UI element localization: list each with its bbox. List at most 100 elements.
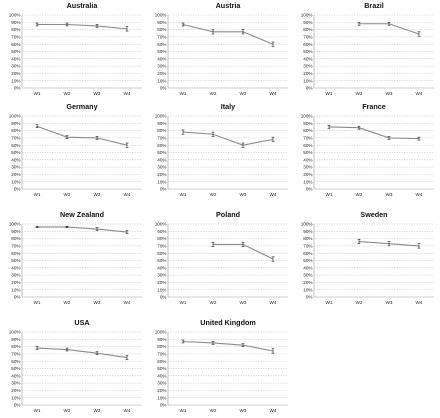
y-tick-label: 40% — [157, 373, 166, 378]
y-tick-label: 80% — [303, 128, 312, 133]
y-tick-label: 100% — [155, 222, 167, 227]
y-tick-label: 70% — [11, 352, 20, 357]
x-tick-label: W4 — [270, 91, 277, 96]
y-tick-label: 70% — [11, 244, 20, 249]
series-line — [182, 131, 274, 146]
x-tick-label: W4 — [124, 300, 131, 305]
chart-svg: Austria 0% 10% 20% 30% 40% 50% 60% 70% 80% 90% 100%… — [155, 1, 288, 96]
data-point — [181, 339, 185, 344]
y-tick-label: 70% — [303, 244, 312, 249]
y-tick-label: 100% — [9, 13, 21, 18]
chart-panel-brazil: Brazil 0% 10% 20% 30% 40% 50% 60% 70% 80% 90% 100% W… — [294, 0, 440, 101]
series-line — [37, 226, 128, 233]
y-tick-label: 50% — [11, 258, 20, 263]
chart-title: Sweden — [360, 210, 387, 219]
y-tick-label: 60% — [157, 143, 166, 148]
data-point — [211, 29, 215, 35]
data-point — [271, 41, 275, 47]
data-point — [357, 22, 361, 26]
y-tick-label: 30% — [11, 273, 20, 278]
y-tick-label: 80% — [11, 344, 20, 349]
chart-title: Brazil — [364, 1, 384, 10]
y-tick-label: 100% — [155, 13, 167, 18]
y-tick-label: 70% — [157, 35, 166, 40]
x-tick-label: W3 — [386, 91, 393, 96]
y-tick-label: 30% — [303, 273, 312, 278]
data-point — [357, 239, 361, 244]
y-tick-label: 100% — [155, 114, 167, 119]
y-tick-label: 50% — [157, 366, 166, 371]
chart-panel-sweden: Sweden 0% 10% 20% 30% 40% 50% 60% 70% 80% 90% 100% W… — [294, 209, 440, 310]
y-tick-label: 80% — [157, 236, 166, 241]
y-tick-label: 30% — [11, 381, 20, 386]
y-tick-label: 100% — [9, 222, 21, 227]
y-tick-label: 70% — [303, 136, 312, 141]
x-tick-label: W4 — [124, 192, 131, 197]
x-tick-label: W3 — [240, 91, 247, 96]
data-point — [271, 348, 275, 354]
y-tick-label: 70% — [303, 35, 312, 40]
y-tick-label: 20% — [11, 172, 20, 177]
x-tick-label: W4 — [124, 408, 131, 413]
y-tick-label: 90% — [157, 337, 166, 342]
y-tick-label: 50% — [303, 258, 312, 263]
chart-title: France — [362, 102, 386, 111]
y-tick-label: 10% — [157, 287, 166, 292]
x-tick-label: W4 — [270, 300, 277, 305]
y-tick-label: 20% — [11, 71, 20, 76]
y-tick-label: 40% — [11, 265, 20, 270]
chart-title: United Kingdom — [200, 318, 256, 327]
x-tick-label: W1 — [34, 408, 41, 413]
chart-svg: New Zealand 0% 10% 20% 30% 40% 50% 60% 70% 80% 90%… — [9, 210, 142, 305]
chart-title: Italy — [221, 102, 235, 111]
x-tick-label: W1 — [34, 91, 41, 96]
y-tick-label: 10% — [303, 179, 312, 184]
y-tick-label: 70% — [157, 352, 166, 357]
chart-panel-australia: Australia 0% 10% 20% 30% 40% 50% 60% 70% 80% 90% 10… — [2, 0, 148, 101]
y-tick-label: 20% — [157, 388, 166, 393]
y-tick-label: 0% — [14, 295, 21, 300]
y-tick-label: 30% — [157, 381, 166, 386]
y-tick-label: 30% — [157, 165, 166, 170]
x-tick-label: W1 — [326, 300, 333, 305]
x-tick-label: W3 — [94, 91, 101, 96]
chart-panel-france: France 0% 10% 20% 30% 40% 50% 60% 70% 80% 90% 100% W… — [294, 101, 440, 202]
y-tick-label: 70% — [157, 244, 166, 249]
data-point — [211, 131, 215, 137]
x-tick-label: W2 — [210, 91, 217, 96]
x-tick-label: W1 — [326, 91, 333, 96]
data-point — [125, 26, 129, 32]
data-point — [125, 142, 129, 148]
y-tick-label: 40% — [11, 373, 20, 378]
x-tick-label: W2 — [64, 408, 71, 413]
y-tick-label: 60% — [303, 251, 312, 256]
y-tick-label: 80% — [11, 236, 20, 241]
chart-panel-italy: Italy 0% 10% 20% 30% 40% 50% 60% 70% 80% 90% 100% W1… — [148, 101, 294, 202]
chart-title: New Zealand — [60, 210, 104, 219]
y-tick-label: 90% — [11, 20, 20, 25]
y-tick-label: 80% — [11, 27, 20, 32]
y-tick-label: 80% — [303, 27, 312, 32]
series-line — [36, 125, 128, 146]
y-tick-label: 30% — [303, 64, 312, 69]
y-tick-label: 70% — [11, 35, 20, 40]
x-tick-label: W2 — [64, 300, 71, 305]
y-tick-label: 60% — [303, 143, 312, 148]
y-tick-label: 50% — [11, 366, 20, 371]
y-tick-label: 20% — [11, 388, 20, 393]
y-tick-label: 40% — [11, 157, 20, 162]
x-tick-label: W1 — [34, 300, 41, 305]
data-point — [211, 241, 215, 247]
y-tick-label: 100% — [9, 114, 21, 119]
y-tick-label: 90% — [11, 121, 20, 126]
y-tick-label: 90% — [303, 121, 312, 126]
data-point — [357, 125, 361, 130]
y-tick-label: 50% — [157, 150, 166, 155]
y-tick-label: 40% — [157, 157, 166, 162]
data-point — [211, 341, 215, 345]
y-tick-label: 0% — [306, 295, 313, 300]
y-tick-label: 100% — [301, 13, 313, 18]
x-tick-label: W4 — [416, 91, 423, 96]
y-tick-label: 0% — [160, 403, 167, 408]
y-tick-label: 10% — [11, 78, 20, 83]
